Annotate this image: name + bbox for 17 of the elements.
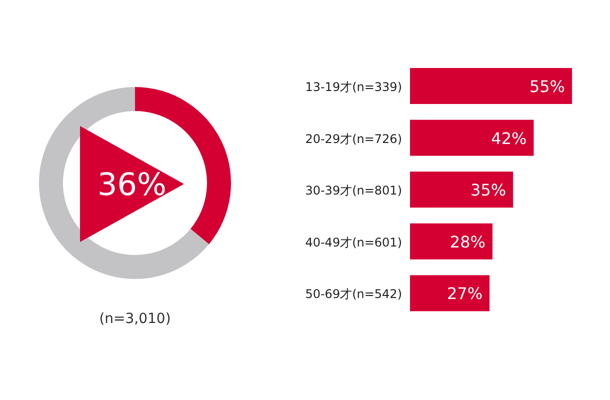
- y-tick-label: 50-69才(n=542): [305, 287, 402, 302]
- data-label: 35%: [470, 180, 506, 200]
- bar: [410, 120, 534, 156]
- data-label: 55%: [529, 77, 565, 96]
- data-label: 27%: [446, 284, 483, 304]
- text: 36%: [98, 167, 166, 203]
- bar: [410, 172, 514, 208]
- bar: [410, 275, 490, 312]
- y-tick-label: 40-49才(n=601): [305, 235, 402, 250]
- data-label: 28%: [450, 232, 486, 252]
- bar: [410, 68, 572, 104]
- y-tick-label: 30-39才(n=801): [305, 184, 402, 198]
- bar: [410, 223, 492, 260]
- data-label: 42%: [491, 128, 527, 148]
- y-tick-label: 20-29才(n=726): [305, 132, 402, 146]
- y-tick-label: 13-19才(n=339): [305, 80, 402, 94]
- text: (n=3,010): [99, 311, 171, 327]
